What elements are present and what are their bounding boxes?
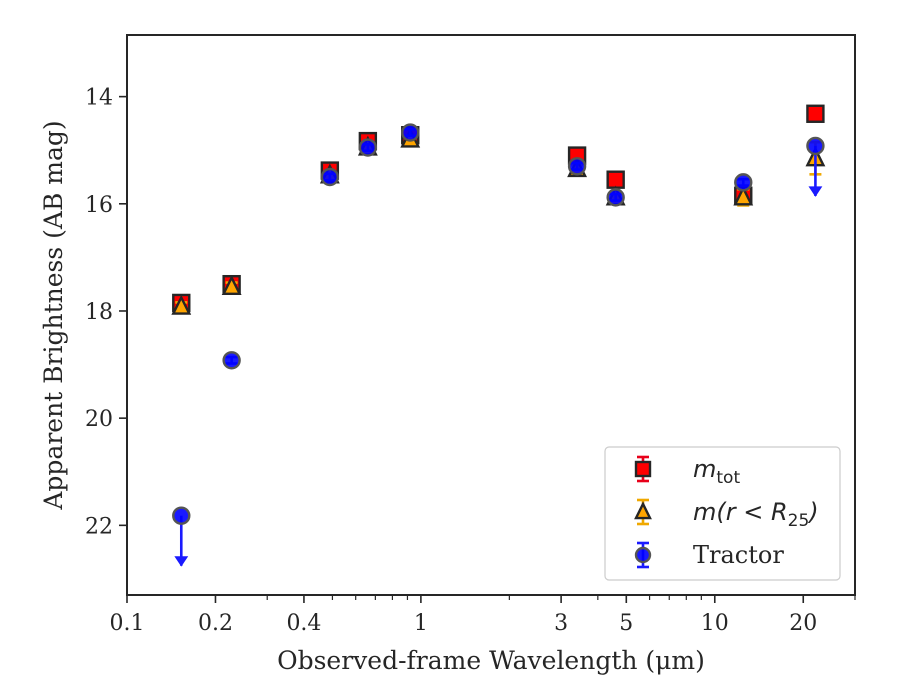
y-tick-label: 14 [85, 86, 113, 111]
marker [806, 104, 825, 123]
y-tick-label: 20 [85, 407, 113, 432]
x-tick-label: 0.2 [198, 611, 233, 636]
marker [567, 157, 587, 176]
marker [606, 170, 625, 189]
x-tick-label: 3 [554, 611, 568, 636]
legend-entry: m(r < R25) [634, 498, 819, 531]
data-point [222, 351, 241, 370]
legend-marker [634, 460, 652, 478]
data-point [806, 136, 825, 197]
plot-frame [126, 34, 856, 596]
y-axis-title: Apparent Brightness (AB mag) [39, 120, 68, 510]
legend-label: mtot [693, 455, 740, 488]
x-tick-label: 0.1 [110, 611, 145, 636]
upper-limit-arrowhead [808, 186, 823, 197]
marker [221, 274, 242, 295]
x-tick-label: 1 [414, 611, 428, 636]
marker [733, 185, 754, 206]
marker [734, 173, 753, 192]
data-point [171, 294, 192, 315]
x-tick-label: 0.4 [286, 611, 321, 636]
legend-label: Tractor [693, 541, 784, 569]
data-point [806, 104, 825, 123]
marker [401, 123, 420, 142]
legend-label: m(r < R25) [693, 498, 819, 531]
x-axis-title: Observed-frame Wavelength (μm) [277, 646, 705, 675]
series-circle [172, 123, 825, 567]
series-square [172, 104, 825, 313]
data-point [358, 138, 378, 157]
x-tick-label: 10 [701, 611, 729, 636]
data-point [221, 274, 242, 295]
legend-entry: Tractor [634, 541, 784, 569]
data-point [734, 173, 753, 192]
x-tick-label: 5 [619, 611, 633, 636]
upper-limit-arrowhead [174, 556, 189, 567]
data-point [606, 170, 625, 189]
data-point [320, 167, 340, 187]
series-triangle [171, 127, 826, 315]
y-tick-label: 16 [85, 193, 113, 218]
marker [806, 136, 825, 156]
legend-entry: mtot [634, 455, 740, 488]
x-tick-label: 20 [789, 611, 817, 636]
axes: 0.1 0.2 0.4 1 3 5 10 20 14 16 18 20 22 [85, 34, 856, 636]
marker [222, 351, 241, 370]
marker [320, 167, 340, 187]
y-tick-label: 22 [85, 514, 113, 539]
data-point [567, 157, 587, 176]
data-point [606, 188, 625, 207]
marker [606, 188, 625, 207]
legend: mtot m(r < R25) Tractor [604, 446, 841, 581]
marker [171, 294, 192, 315]
marker [172, 506, 191, 525]
legend-marker [634, 546, 652, 564]
data-point [172, 506, 191, 567]
data-point [401, 123, 420, 142]
plot-area [171, 104, 826, 567]
marker [358, 138, 378, 157]
legend-marker [634, 501, 652, 520]
legend-box [604, 446, 841, 581]
y-tick-label: 18 [85, 300, 113, 325]
